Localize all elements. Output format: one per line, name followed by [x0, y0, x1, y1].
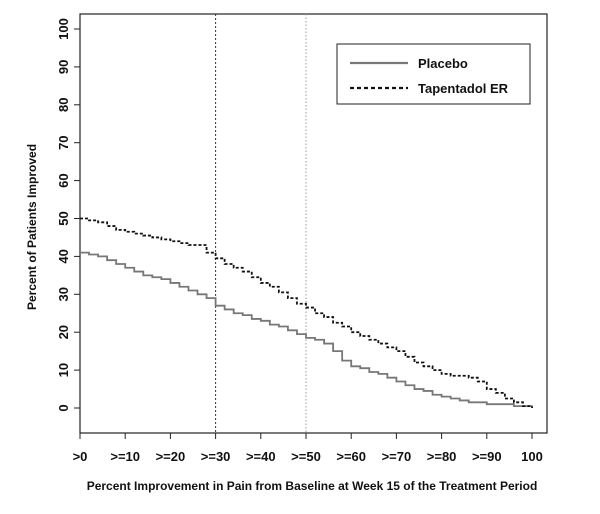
x-tick-label-50: >=50 [291, 449, 321, 464]
x-tick-label-30: >=30 [201, 449, 231, 464]
x-axis: >0 >=10 >=20 >=30 >=40 >=50 >=60 >=70 >=80 >=90 10… [73, 433, 543, 464]
legend: Placebo Tapentadol ER [336, 43, 531, 105]
x-axis-title: Percent Improvement in Pain from Baselin… [87, 479, 538, 493]
y-tick-label-10: 10 [56, 363, 71, 377]
y-tick-label-50: 50 [56, 211, 71, 225]
series-group [80, 217, 533, 408]
x-tick-label-100: 100 [521, 449, 543, 464]
y-tick-label-30: 30 [56, 287, 71, 301]
y-tick-label-60: 60 [56, 173, 71, 187]
legend-label-tapentadol: Tapentadol ER [418, 81, 509, 96]
x-tick-label-60: >=60 [336, 449, 366, 464]
y-tick-label-70: 70 [56, 135, 71, 149]
x-tick-label-80: >=80 [427, 449, 457, 464]
plot-frame [79, 13, 548, 434]
y-axis: 0 10 20 30 40 50 60 70 80 90 100 [56, 18, 80, 412]
y-tick-label-90: 90 [56, 60, 71, 74]
legend-label-placebo: Placebo [418, 56, 468, 71]
series-line-tapentadol-er [80, 217, 533, 408]
x-tick-label-70: >=70 [382, 449, 412, 464]
y-tick-label-80: 80 [56, 98, 71, 112]
series-line-placebo [80, 251, 533, 408]
y-tick-label-100: 100 [56, 18, 71, 40]
x-tick-label-0: >0 [73, 449, 88, 464]
x-tick-label-90: >=90 [472, 449, 502, 464]
x-tick-label-40: >=40 [246, 449, 276, 464]
x-tick-label-20: >=20 [156, 449, 186, 464]
y-tick-label-40: 40 [56, 249, 71, 263]
y-tick-label-0: 0 [56, 404, 71, 411]
y-axis-title: Percent of Patients Improved [25, 144, 39, 310]
legend-box [336, 43, 531, 105]
reference-lines [215, 14, 307, 433]
x-tick-label-10: >=10 [110, 449, 140, 464]
y-tick-label-20: 20 [56, 325, 71, 339]
